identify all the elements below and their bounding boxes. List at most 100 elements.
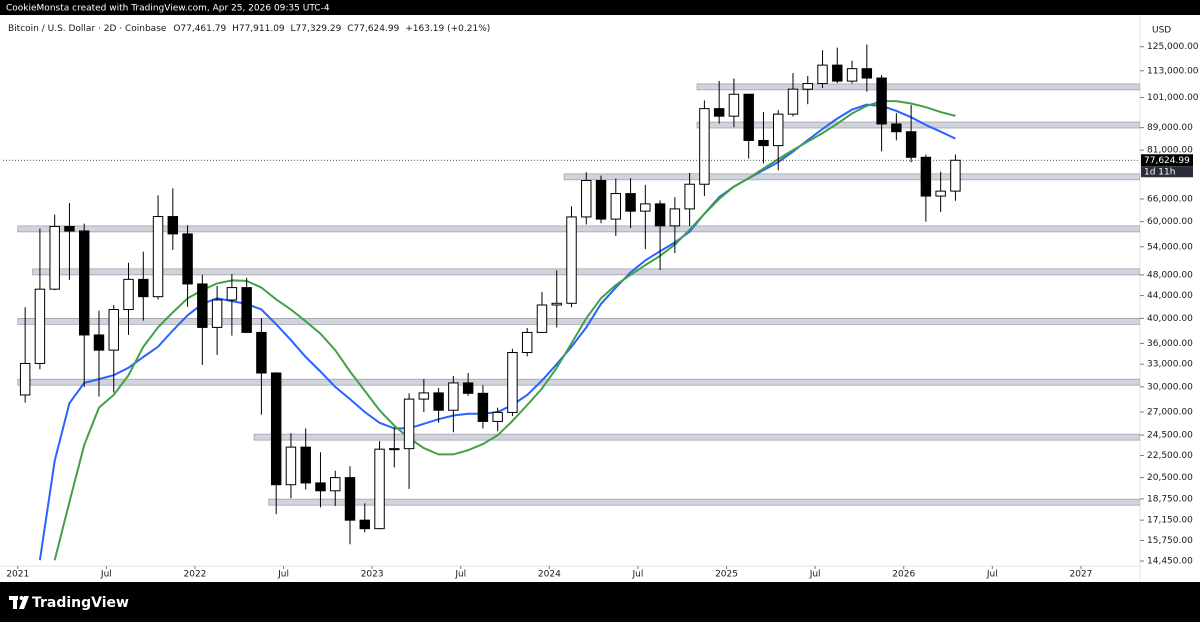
y-tick-label: 22,500.00	[1147, 451, 1193, 461]
candle-body	[108, 309, 119, 351]
brand-logo	[9, 596, 29, 609]
candle-body	[920, 156, 932, 197]
candle-body	[566, 216, 577, 304]
footer-bar	[0, 582, 1200, 622]
ohlc-low: L77,329.29	[291, 24, 342, 34]
candle-body	[758, 139, 769, 147]
candle-body	[241, 287, 252, 333]
y-tick-label: 24,500.00	[1147, 431, 1193, 441]
zone	[563, 173, 1140, 181]
candle-body	[846, 68, 858, 82]
y-tick-label: 54,000.00	[1147, 242, 1193, 252]
countdown-tag	[1141, 166, 1193, 178]
last-price-label: 77,624.99	[1144, 156, 1190, 166]
y-tick-label: 18,750.00	[1147, 494, 1193, 504]
zone	[17, 378, 1140, 386]
candle-body	[477, 392, 489, 422]
candle-body	[536, 304, 548, 333]
zone	[17, 318, 1140, 325]
brand-name: TradingView	[32, 595, 129, 611]
candle-body	[610, 193, 622, 220]
candle-body	[256, 331, 267, 374]
y-tick-label: 44,000.00	[1147, 291, 1193, 301]
zone	[696, 83, 1140, 91]
candle-body	[285, 446, 297, 486]
y-tick-label: 30,000.00	[1147, 382, 1193, 392]
candle-body	[270, 372, 282, 486]
candle-body	[462, 382, 474, 394]
y-tick-label: 14,450.00	[1147, 556, 1193, 566]
zone	[17, 225, 1140, 233]
y-tick-label: 89,000.00	[1147, 123, 1193, 133]
y-tick-label: 15,750.00	[1147, 536, 1193, 546]
ohlc-high: H77,911.09	[232, 24, 285, 34]
candle-body	[448, 382, 459, 411]
y-tick-label: 36,000.00	[1147, 339, 1193, 349]
y-tick-label: 81,000.00	[1147, 146, 1193, 156]
candle-body	[935, 190, 946, 197]
candle-body	[492, 411, 503, 422]
candle-body	[669, 208, 681, 227]
y-tick-label: 101,000.00	[1147, 93, 1199, 103]
candle-body	[167, 216, 179, 235]
candle-body	[34, 288, 46, 364]
candle-body	[418, 392, 430, 400]
symbol-header: Bitcoin / U.S. Dollar · 2D · Coinbase O7…	[8, 24, 490, 34]
candle-body	[211, 299, 223, 328]
credit: CookieMonsta created with TradingView.co…	[6, 4, 330, 14]
x-tick-label: Jul	[100, 570, 112, 580]
candle-body	[49, 225, 60, 290]
candle-body	[773, 113, 784, 147]
candle-body	[905, 131, 917, 158]
x-tick-label: 2023	[361, 570, 384, 580]
candle-body	[64, 225, 75, 232]
y-tick-label: 48,000.00	[1147, 270, 1193, 280]
candle-body	[684, 183, 695, 210]
x-tick-label: 2027	[1069, 570, 1092, 580]
zone	[253, 433, 1140, 441]
candle-body	[654, 203, 666, 227]
candle-body	[551, 302, 562, 306]
candle-body	[699, 108, 710, 185]
y-tick-label: 20,500.00	[1147, 473, 1193, 483]
zone	[268, 498, 1140, 506]
top-bar	[0, 0, 1200, 15]
candle-body	[787, 88, 799, 115]
ohlc-close: C77,624.99	[347, 24, 399, 34]
y-tick-label: 60,000.00	[1147, 217, 1193, 227]
candle-body	[743, 93, 754, 141]
candle-body	[625, 193, 636, 212]
candle-body	[197, 283, 208, 328]
candle-body	[182, 233, 193, 285]
x-tick-label: 2026	[892, 570, 915, 580]
candle-body	[403, 398, 415, 450]
candle-body	[78, 230, 90, 336]
candle-body	[93, 334, 105, 351]
y-tick-label: 33,000.00	[1147, 360, 1193, 370]
x-tick-label: 2024	[538, 570, 561, 580]
candle-body	[507, 352, 518, 413]
candle-body	[950, 159, 961, 192]
candle-body	[138, 278, 149, 298]
candle-body	[315, 482, 326, 492]
candle-body	[344, 477, 356, 521]
candle-body	[521, 331, 533, 354]
candle-body	[330, 477, 341, 492]
candle-body	[374, 448, 385, 530]
candle-body	[876, 77, 887, 125]
candle-body	[19, 362, 31, 396]
x-tick-label: Jul	[632, 570, 644, 580]
x-tick-label: 2025	[715, 570, 738, 580]
y-tick-label: 125,000.00	[1147, 42, 1199, 52]
ohlc-open: O77,461.79	[173, 24, 226, 34]
y-tick-label: 113,000.00	[1147, 66, 1199, 76]
candle-body	[359, 519, 370, 530]
x-tick-label: Jul	[809, 570, 821, 580]
candle-body	[640, 203, 651, 212]
candle-body	[123, 278, 134, 311]
symbol: Bitcoin / U.S. Dollar · 2D · Coinbase	[8, 24, 167, 34]
zone	[32, 268, 1140, 276]
y-tick-label: 27,000.00	[1147, 407, 1193, 417]
